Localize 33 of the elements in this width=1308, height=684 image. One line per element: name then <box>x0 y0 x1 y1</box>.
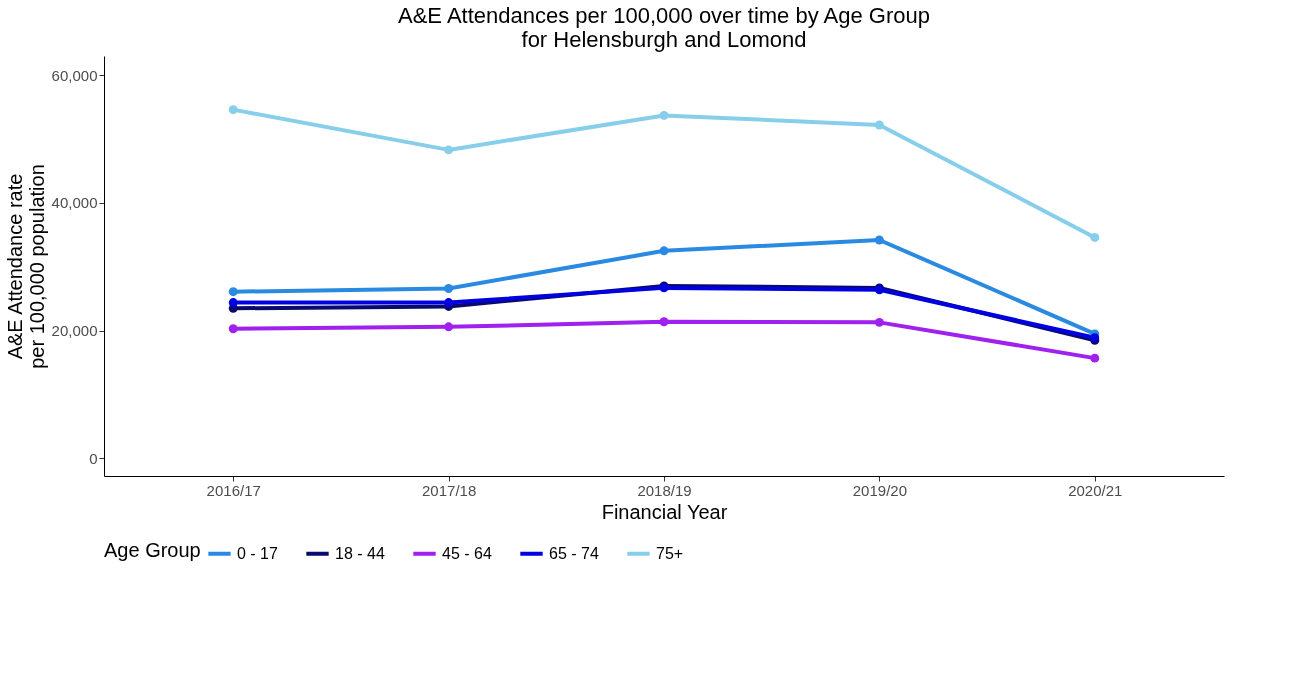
x-axis-title: Financial Year <box>601 500 728 523</box>
x-tick-label: 2017/18 <box>422 481 477 499</box>
point <box>444 284 454 293</box>
point <box>228 298 238 308</box>
point <box>874 317 884 327</box>
x-tick-label: 2020/21 <box>1068 481 1123 499</box>
point <box>659 246 669 256</box>
point <box>1090 232 1100 242</box>
legend-label: 18 - 44 <box>335 544 385 562</box>
legend-title: Age Group <box>104 539 201 561</box>
point <box>444 145 454 155</box>
x-tick-label: 2018/19 <box>637 481 692 499</box>
point <box>228 105 238 115</box>
chart-title: A&E Attendances per 100,000 over time by Age Group for Helensburgh and Lomond <box>397 3 931 52</box>
y-tick-label: 40,000 <box>51 194 98 212</box>
point <box>228 324 238 334</box>
point <box>228 287 238 297</box>
legend-label: 45 - 64 <box>442 544 492 562</box>
y-axis-title: A&E Attendance rate per 100,000 population <box>3 164 48 369</box>
point <box>874 235 884 245</box>
legend-label: 0 - 17 <box>237 544 279 562</box>
point <box>444 322 454 332</box>
point <box>659 110 669 120</box>
x-tick-label: 2019/20 <box>852 481 907 499</box>
point <box>659 317 669 327</box>
point <box>874 120 884 130</box>
y-tick-label: 60,000 <box>51 66 98 84</box>
x-tick-label: 2016/17 <box>206 481 261 499</box>
y-tick-label: 0 <box>89 449 98 467</box>
point <box>1090 353 1100 363</box>
y-tick-label: 20,000 <box>51 322 98 340</box>
legend-label: 75+ <box>656 544 684 562</box>
legend-label: 65 - 74 <box>549 544 599 562</box>
